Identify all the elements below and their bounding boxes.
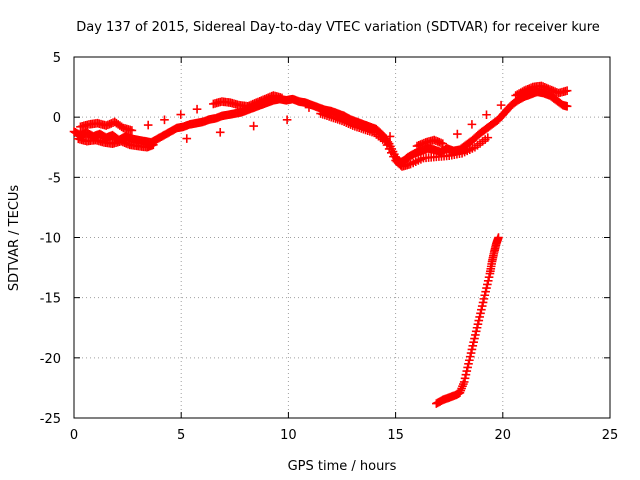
data-point	[484, 272, 494, 282]
x-tick-label: 0	[70, 428, 78, 443]
series-lower-track	[73, 109, 493, 171]
data-point	[469, 337, 478, 347]
data-point	[474, 316, 484, 325]
data-point	[149, 140, 158, 150]
data-point	[466, 348, 476, 358]
data-point	[467, 120, 477, 129]
y-tick-label: -10	[40, 232, 61, 247]
data-point	[483, 276, 493, 286]
data-point	[562, 86, 572, 95]
data-point	[470, 334, 479, 343]
series-descending-arc	[432, 233, 503, 408]
data-point	[143, 120, 153, 130]
data-point	[463, 363, 472, 372]
x-tick-label: 25	[602, 428, 619, 443]
data-point	[482, 110, 491, 120]
data-point	[481, 287, 490, 296]
data-point	[215, 128, 225, 137]
data-point	[467, 345, 477, 354]
data-point	[482, 283, 491, 293]
data-point	[471, 327, 481, 336]
y-tick-label: -15	[40, 292, 61, 307]
y-axis-tick-labels: 5 0 -5 -10 -15 -20 -25	[40, 51, 61, 427]
data-point	[438, 139, 448, 148]
data-point	[277, 93, 287, 103]
data-point	[464, 359, 473, 369]
x-tick-label: 20	[495, 428, 512, 443]
data-point	[182, 134, 192, 143]
data-point	[461, 370, 471, 379]
data-point	[473, 319, 483, 329]
data-point	[479, 294, 489, 304]
data-point	[472, 323, 482, 333]
x-tick-label: 10	[280, 428, 297, 443]
data-point	[478, 298, 488, 307]
x-tick-label: 5	[177, 428, 185, 443]
data-point	[192, 104, 202, 114]
y-axis-title: SDTVAR / TECUs	[7, 185, 22, 292]
data-point	[477, 305, 486, 314]
x-tick-label: 15	[387, 428, 404, 443]
data-point	[496, 100, 506, 110]
data-point	[480, 290, 490, 300]
data-point	[471, 330, 480, 340]
data-point	[160, 115, 169, 125]
data-point	[562, 102, 572, 111]
data-point	[304, 103, 314, 112]
axis-ticks	[73, 56, 611, 419]
data-point	[475, 312, 484, 322]
data-point	[477, 301, 487, 311]
data-point	[459, 377, 469, 387]
data-point	[476, 309, 485, 318]
data-point	[468, 341, 478, 351]
y-tick-label: -25	[40, 412, 61, 427]
x-axis-tick-labels: 0 5 10 15 20 25	[70, 428, 618, 443]
y-tick-label: 5	[53, 51, 61, 66]
x-axis-title: GPS time / hours	[288, 459, 397, 474]
data-point	[249, 121, 258, 131]
data-point	[385, 132, 395, 141]
data-point	[465, 352, 475, 361]
y-tick-label: 0	[53, 111, 61, 126]
y-tick-label: -5	[48, 171, 61, 186]
chart-title: Day 137 of 2015, Sidereal Day-to-day VTE…	[76, 20, 600, 35]
data-point	[462, 366, 472, 376]
data-points	[69, 81, 572, 408]
data-point	[483, 280, 492, 289]
data-point	[494, 233, 503, 242]
data-point	[176, 110, 186, 119]
series-main-band	[69, 87, 572, 168]
data-point	[282, 115, 292, 125]
data-point	[483, 133, 493, 142]
data-point	[127, 126, 137, 135]
data-point	[465, 355, 474, 365]
data-point	[453, 129, 462, 139]
y-tick-label: -20	[40, 352, 61, 367]
data-point	[460, 373, 470, 383]
